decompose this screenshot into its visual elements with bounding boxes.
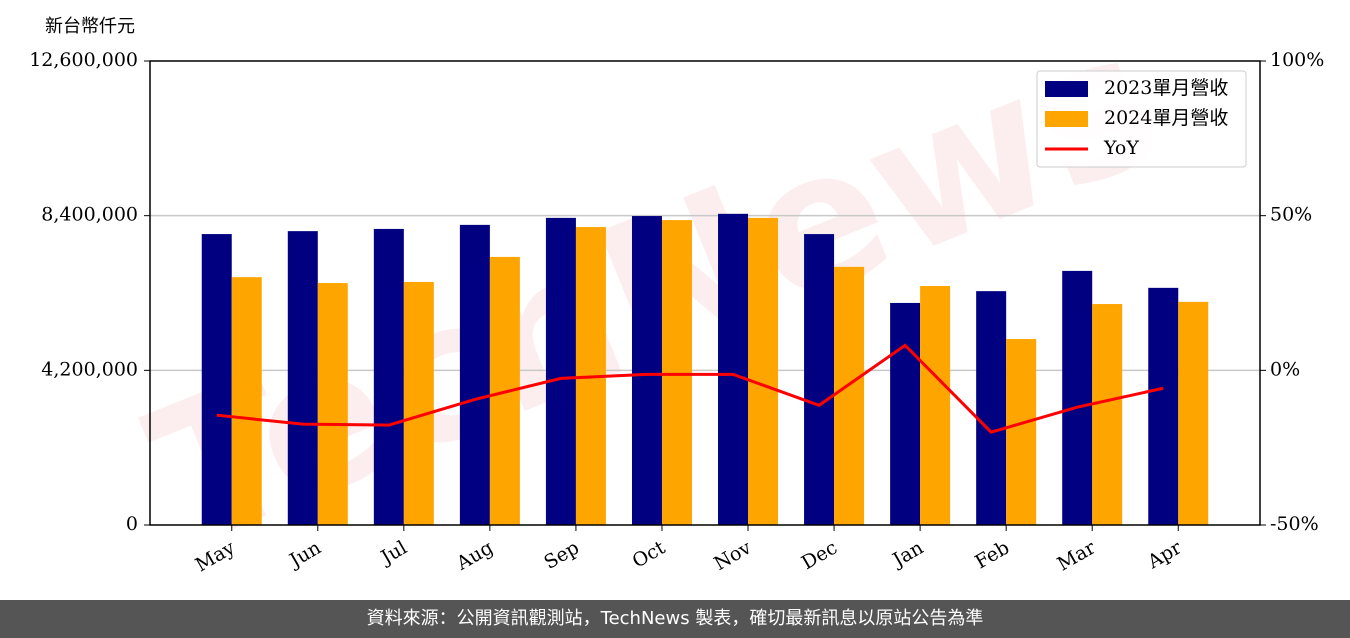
- x-tick-label: Aug: [452, 537, 497, 576]
- source-footer: 資料來源：公開資訊觀測站，TechNews 製表，確切最新訊息以原站公告為準: [0, 600, 1350, 638]
- legend-swatch: [1045, 111, 1088, 127]
- x-tick-label: Feb: [971, 537, 1013, 574]
- chart: 新台幣仟元 TechNews04,200,0008,400,00012,600,…: [29, 0, 1324, 588]
- y-tick-label: 0: [126, 513, 138, 535]
- y-tick-label: 12,600,000: [29, 49, 138, 71]
- x-tick-label: Jan: [887, 537, 927, 573]
- x-tick-label: Sep: [540, 537, 583, 574]
- legend-box: [1036, 70, 1247, 168]
- bar: [403, 281, 434, 525]
- bar: [459, 224, 490, 525]
- bar: [834, 266, 865, 525]
- plot-frame: [149, 60, 1261, 526]
- bar: [1178, 301, 1209, 525]
- bar: [976, 291, 1007, 525]
- bar: [1092, 304, 1123, 525]
- x-tick-label: Oct: [629, 536, 670, 572]
- bar: [317, 283, 348, 525]
- yoy-line: [216, 343, 1164, 434]
- bar: [231, 277, 262, 525]
- legend: 2023單月營收 2024單月營收 YoY: [1036, 70, 1247, 168]
- y2-tick-label: 50%: [1270, 204, 1312, 226]
- bar: [545, 217, 576, 525]
- bar: [718, 213, 749, 526]
- y2-tick-label: 0%: [1270, 358, 1300, 380]
- bar: [1148, 287, 1179, 525]
- x-tick-label: Dec: [798, 537, 841, 575]
- bar: [890, 302, 921, 525]
- x-tick-label: Nov: [710, 536, 755, 575]
- bar: [201, 234, 232, 526]
- x-tick-label: Mar: [1054, 536, 1100, 575]
- bar: [287, 231, 318, 525]
- bar: [804, 234, 835, 526]
- legend-label: 2023單月營收: [1104, 77, 1228, 99]
- x-tick-label: Apr: [1143, 536, 1186, 573]
- bar: [920, 286, 951, 525]
- bar: [631, 216, 662, 526]
- bar: [373, 228, 404, 525]
- y2-tick-label: 100%: [1270, 49, 1324, 71]
- x-tick-label: Jul: [376, 537, 411, 570]
- bar: [1062, 270, 1093, 525]
- y-tick-label: 8,400,000: [41, 204, 138, 226]
- legend-swatch: [1045, 81, 1088, 97]
- y-tick-label: 4,200,000: [41, 358, 138, 380]
- y2-tick-label: -50%: [1270, 513, 1319, 535]
- bar: [1006, 339, 1037, 525]
- legend-label: 2024單月營收: [1104, 107, 1228, 129]
- bar: [661, 220, 692, 526]
- legend-label: YoY: [1103, 137, 1139, 159]
- y-axis-unit: 新台幣仟元: [45, 16, 135, 37]
- bar: [748, 217, 779, 525]
